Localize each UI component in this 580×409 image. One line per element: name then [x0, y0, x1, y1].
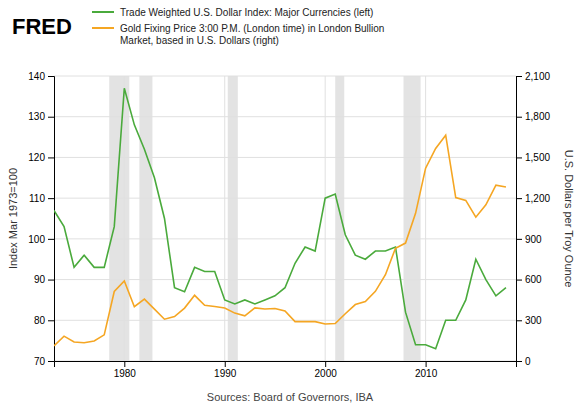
tick-label: 80 [34, 315, 46, 326]
legend: Trade Weighted U.S. Dollar Index: Major … [92, 7, 384, 46]
shaded-region [109, 76, 129, 361]
chart: 1980 1990 2000 2010 70 80 90 100 110 120 130 140 0 30… [0, 0, 580, 409]
grid-line [54, 76, 516, 77]
tick-mark [516, 117, 522, 118]
tick: 70 [34, 356, 54, 367]
tick-mark [48, 280, 54, 281]
tick-label: 1,500 [525, 152, 550, 163]
tick: 120 [28, 152, 54, 163]
tick-label: 2000 [315, 368, 338, 379]
tick-mark [48, 76, 54, 77]
tick: 1980 [114, 361, 137, 379]
tick: 110 [29, 193, 54, 204]
tick: 2,100 [516, 71, 550, 82]
tick-mark [516, 320, 522, 321]
tick-label: 1,800 [525, 111, 550, 122]
shaded-region [228, 76, 238, 361]
axis-line [517, 77, 523, 362]
shaded-region [404, 76, 421, 361]
tick-mark [48, 361, 54, 362]
tick-mark [48, 198, 54, 199]
tick-mark [124, 361, 125, 367]
grid-line [425, 76, 426, 361]
tick-label: 70 [34, 356, 46, 367]
tick: 100 [28, 234, 54, 245]
grid-line [54, 116, 516, 117]
tick-mark [426, 361, 427, 367]
y2-axis: 0 300 600 900 1,200 1,500 1,800 2,100 [516, 71, 550, 367]
legend-label: Trade Weighted U.S. Dollar Index: Major … [120, 7, 373, 18]
tick: 1,800 [516, 111, 550, 122]
source: Sources: Board of Governors, IBA [207, 391, 374, 403]
legend-label: Gold Fixing Price 3:00 P.M. (London time… [120, 23, 384, 46]
grid-line [54, 157, 516, 158]
tick-mark [48, 239, 54, 240]
tick-label: 140 [28, 71, 45, 82]
series-line [54, 135, 506, 346]
tick-label: 100 [28, 234, 45, 245]
tick-mark [48, 157, 54, 158]
tick: 1,200 [516, 193, 550, 204]
grid-line [54, 198, 516, 199]
legend-swatch [92, 11, 114, 13]
grid-line [54, 238, 516, 239]
title: FRED [12, 14, 72, 39]
tick-label: 90 [34, 274, 46, 285]
shaded-region [139, 76, 152, 361]
tick: 900 [516, 234, 542, 245]
tick-mark [325, 361, 326, 367]
tick: 2000 [315, 361, 338, 379]
tick-label: 900 [525, 234, 542, 245]
grid [54, 76, 516, 361]
tick: 1990 [214, 361, 237, 379]
series-line [54, 88, 506, 349]
tick-mark [48, 320, 54, 321]
tick-mark [48, 117, 54, 118]
tick-mark [516, 280, 522, 281]
grid-line [54, 279, 516, 280]
tick: 140 [28, 71, 54, 82]
legend-swatch [92, 27, 114, 29]
tick: 80 [34, 315, 54, 326]
tick: 2010 [415, 361, 438, 379]
lines [54, 88, 506, 349]
grid-line [224, 76, 225, 361]
tick-label: 1990 [214, 368, 237, 379]
tick-label: 300 [525, 315, 542, 326]
y-axis: 70 80 90 100 110 120 130 140 [28, 71, 54, 367]
tick-label: 0 [525, 356, 531, 367]
tick-mark [516, 198, 522, 199]
tick-mark [225, 361, 226, 367]
tick: 90 [34, 274, 54, 285]
tick-mark [516, 361, 522, 362]
axis-line [55, 362, 517, 368]
grid-line [325, 76, 326, 361]
tick-label: 600 [525, 274, 542, 285]
tick-label: 120 [28, 152, 45, 163]
y2-axis-title: U.S. Dollars per Troy Ounce [563, 150, 575, 288]
tick: 600 [516, 274, 542, 285]
tick-label: 2010 [415, 368, 438, 379]
tick-label: 130 [28, 111, 45, 122]
tick-label: 1,200 [525, 193, 550, 204]
tick-label: 110 [29, 193, 45, 204]
tick: 300 [516, 315, 542, 326]
tick: 130 [28, 111, 54, 122]
tick-mark [516, 76, 522, 77]
x-axis: 1980 1990 2000 2010 [55, 361, 517, 379]
axis-line [48, 77, 55, 362]
tick: 1,500 [516, 152, 550, 163]
tick-label: 1980 [114, 368, 137, 379]
y-axis-title: Index Mar 1973=100 [7, 168, 19, 269]
tick: 0 [516, 356, 531, 367]
tick-label: 2,100 [525, 71, 550, 82]
grid-line [124, 76, 125, 361]
shaded-regions [109, 76, 420, 361]
tick-mark [516, 157, 522, 158]
tick-mark [516, 239, 522, 240]
